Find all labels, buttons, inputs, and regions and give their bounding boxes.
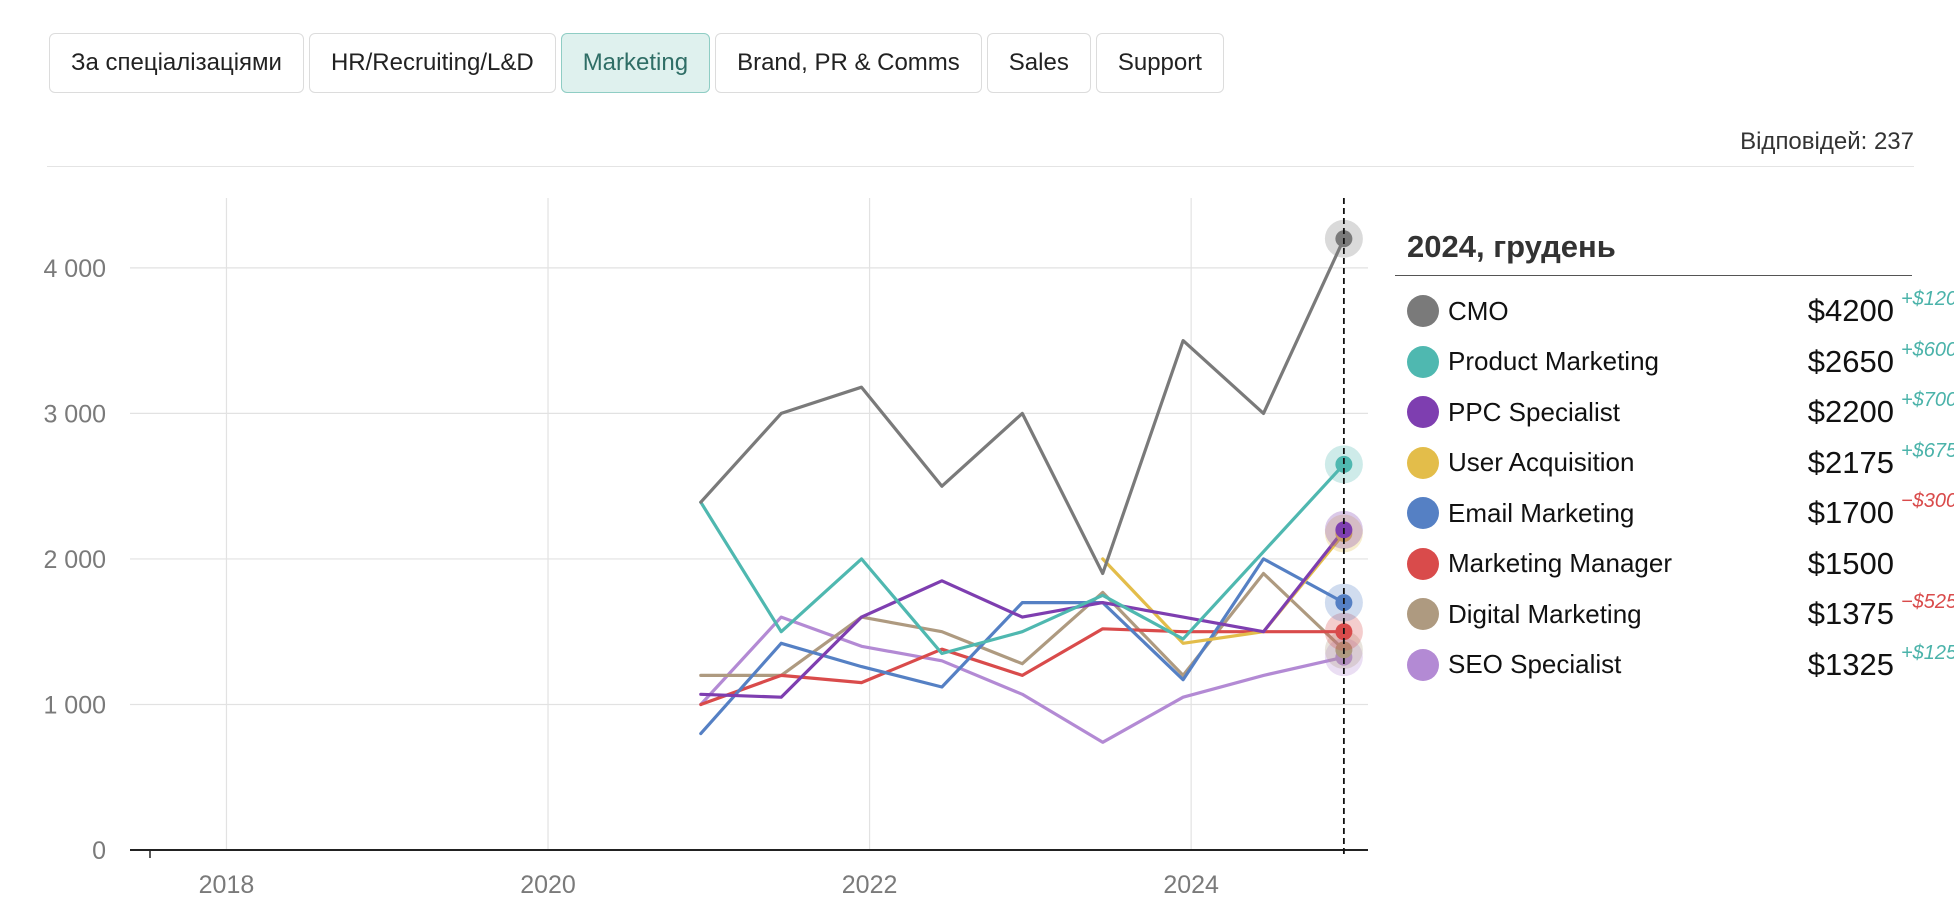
legend-series-name: Product Marketing (1448, 346, 1659, 377)
legend-series-name: Email Marketing (1448, 497, 1635, 528)
y-tick-label: 0 (92, 837, 106, 865)
legend-row: Email Marketing $1700 −$300 (1395, 488, 1954, 539)
legend-row: User Acquisition $2175 +$675 (1395, 438, 1954, 489)
legend-row: PPC Specialist $2200 +$700 (1395, 387, 1954, 438)
legend-series-delta: +$700 (1901, 389, 1954, 411)
y-tick-label: 3 000 (43, 400, 106, 428)
legend-row: Digital Marketing $1375 −$525 (1395, 589, 1954, 640)
series-line (699, 237, 1346, 576)
legend-color-dot (1407, 345, 1439, 378)
legend-color-dot (1407, 295, 1439, 328)
series-line (699, 557, 1346, 736)
x-tick-label: 2020 (520, 871, 576, 899)
chart-series (699, 219, 1363, 744)
tab-marketing[interactable]: Marketing (560, 33, 711, 93)
legend-series-value: $2200 (1807, 394, 1894, 430)
legend-series-value: $1325 (1807, 646, 1894, 682)
legend-series-name: Marketing Manager (1448, 548, 1672, 579)
x-tick-label: 2022 (842, 871, 898, 899)
tab-by-specialization[interactable]: За спеціалізаціями (49, 33, 304, 93)
legend-color-dot (1407, 598, 1439, 631)
tab-hr-recruiting[interactable]: HR/Recruiting/L&D (308, 33, 556, 93)
tab-sales[interactable]: Sales (986, 33, 1091, 93)
legend-series-value: $1500 (1807, 545, 1894, 581)
tab-support[interactable]: Support (1095, 33, 1224, 93)
series-line (699, 571, 1346, 678)
legend-series-name: PPC Specialist (1448, 396, 1620, 427)
legend-series-delta: +$1200 (1901, 288, 1954, 310)
legend-series-value: $4200 (1807, 293, 1894, 329)
series-line (699, 627, 1346, 707)
series-line (699, 615, 1346, 744)
legend-color-dot (1407, 547, 1439, 580)
chart-axes: 0 1 000 2 000 3 000 4 000 2018 2020 2022 2024 (43, 198, 1368, 899)
legend-title: 2024, грудень (1395, 225, 1912, 276)
x-tick-label: 2024 (1163, 871, 1219, 899)
legend-color-dot (1407, 648, 1439, 681)
legend-series-value: $2650 (1807, 343, 1894, 379)
legend-color-dot (1407, 497, 1439, 530)
legend-series-delta: +$600 (1901, 338, 1954, 361)
header-divider (47, 166, 1914, 167)
legend-color-dot (1407, 396, 1439, 429)
legend-series-value: $2175 (1807, 444, 1894, 480)
legend-series-delta: −$300 (1901, 490, 1954, 512)
tooltip-legend: 2024, грудень CMO $4200 +$1200 Product Mark… (1395, 225, 1954, 691)
legend-series-delta: +$125 (1901, 641, 1954, 664)
responses-count: Відповідей: 237 (1740, 128, 1914, 155)
legend-row: Product Marketing $2650 +$600 (1395, 337, 1954, 388)
tab-brand-pr-comms[interactable]: Brand, PR & Comms (715, 33, 982, 93)
legend-row: SEO Specialist $1325 +$125 (1395, 640, 1954, 691)
chart-grid (130, 198, 1368, 850)
legend-series-name: SEO Specialist (1448, 649, 1622, 680)
y-tick-label: 1 000 (43, 691, 106, 719)
y-tick-label: 4 000 (43, 255, 106, 283)
legend-color-dot (1407, 446, 1439, 479)
legend-row: CMO $4200 +$1200 (1395, 286, 1954, 337)
specialization-tabs: За спеціалізаціями HR/Recruiting/L&D Mar… (49, 33, 1224, 93)
legend-row: Marketing Manager $1500 (1395, 539, 1915, 590)
y-tick-label: 2 000 (43, 546, 106, 574)
legend-series-value: $1700 (1807, 495, 1894, 531)
legend-series-delta: +$675 (1901, 439, 1954, 462)
legend-series-name: User Acquisition (1448, 447, 1635, 478)
legend-series-delta: −$525 (1901, 591, 1954, 613)
x-tick-label: 2018 (199, 871, 255, 899)
legend-series-name: CMO (1448, 295, 1509, 326)
legend-series-value: $1375 (1807, 596, 1894, 632)
series-line (699, 528, 1346, 699)
legend-series-name: Digital Marketing (1448, 598, 1642, 629)
series-line (699, 462, 1346, 656)
series-end-marker (1335, 455, 1353, 473)
